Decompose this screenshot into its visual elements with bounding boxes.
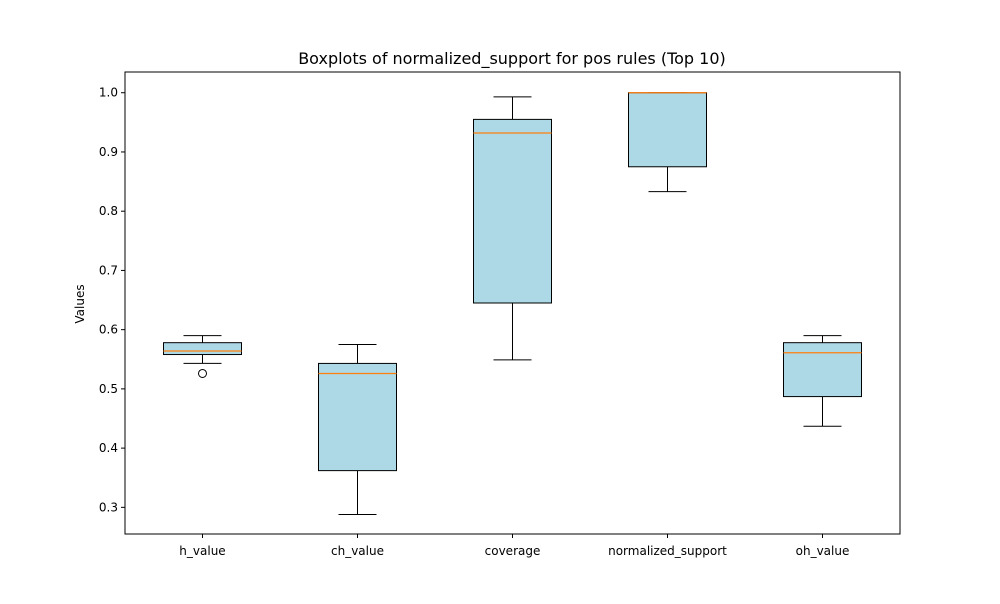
x-tick-label: normalized_support: [608, 544, 727, 558]
x-tick-label: h_value: [179, 544, 225, 558]
y-tick-label: 0.4: [99, 441, 118, 455]
x-tick-label: oh_value: [796, 544, 850, 558]
y-tick-label: 0.8: [99, 204, 118, 218]
box-oh_value: [783, 342, 862, 398]
chart-title: Boxplots of normalized_support for pos r…: [298, 49, 726, 69]
x-tick-label: coverage: [485, 544, 541, 558]
y-tick-label: 1.0: [99, 86, 118, 100]
y-tick-label: 0.9: [99, 145, 118, 159]
outlier-point: [198, 368, 207, 378]
y-tick-label: 0.3: [99, 500, 118, 514]
y-tick-label: 0.5: [99, 382, 118, 396]
x-tick-label: ch_value: [331, 544, 384, 558]
box-ch_value: [318, 362, 397, 472]
y-axis-label: Values: [73, 284, 87, 323]
plot-area: 0.3 0.4 0.5 0.6 0.7 0.8 0.9 1.0 h_value ch_value c…: [99, 86, 862, 558]
box-h_value: [163, 342, 242, 356]
y-tick-label: 0.7: [99, 263, 118, 277]
box-normalized_support: [628, 92, 707, 168]
plot-frame: [124, 71, 901, 535]
box-coverage: [473, 118, 552, 304]
y-tick-label: 0.6: [99, 323, 118, 337]
